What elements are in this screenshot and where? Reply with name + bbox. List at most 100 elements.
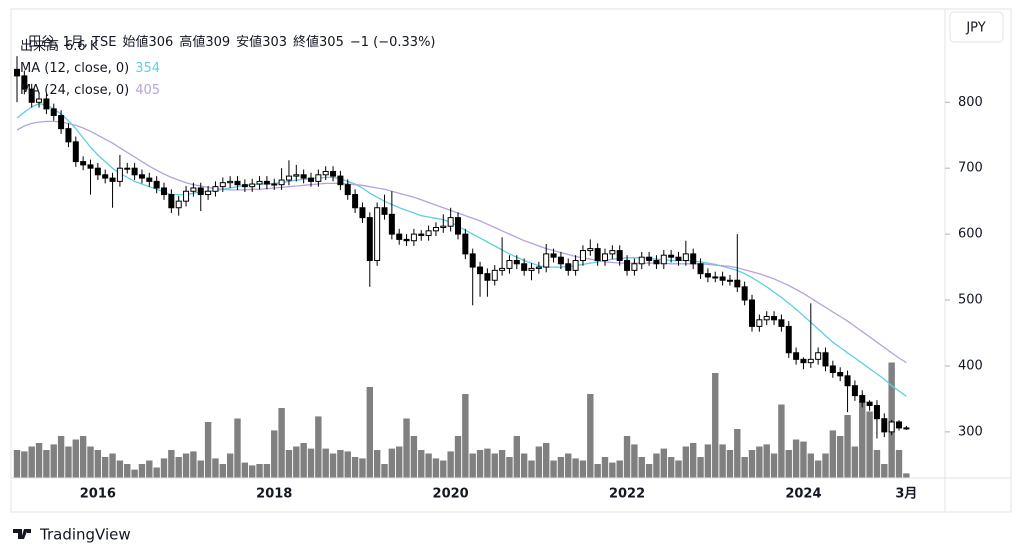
volume-bar (219, 464, 226, 478)
candle-body (484, 273, 491, 281)
candle-body (183, 190, 190, 202)
candle-body (43, 98, 50, 110)
candle-body (624, 259, 631, 271)
ma12-name: MA (12, close, 0) (20, 61, 130, 76)
volume-value: 6.6 K (65, 39, 99, 54)
candle-body (285, 175, 292, 181)
candle-body (756, 319, 763, 327)
candle-body (300, 174, 307, 179)
candle-body (278, 179, 285, 186)
volume-bar (359, 458, 366, 478)
candle-body (550, 253, 557, 258)
volume-bar (609, 462, 616, 478)
candle-body (829, 365, 836, 374)
candle-body (396, 233, 403, 240)
volume-bar (756, 446, 763, 478)
volume-bar (197, 460, 204, 478)
chart-frame (10, 8, 1012, 513)
candle-body (881, 418, 888, 433)
candle-body (785, 325, 792, 354)
volume-bar (146, 460, 153, 478)
candle-body (58, 114, 65, 130)
volume-bar (351, 457, 359, 478)
volume-bar (734, 429, 741, 478)
candle-body (726, 279, 733, 282)
volume-bar (293, 446, 300, 478)
symbol-title: 田谷, 1月, TSE (28, 35, 117, 50)
volume-bar (579, 460, 587, 478)
volume-bar (138, 464, 146, 478)
volume-bar (35, 443, 43, 478)
volume-bar (226, 453, 234, 478)
ma12-value: 354 (135, 61, 161, 76)
volume-bar (462, 394, 469, 478)
candle-body (388, 213, 395, 235)
candle-body (815, 352, 822, 360)
volume-bar (645, 464, 653, 478)
candle-body (749, 299, 755, 327)
volume-bar (587, 394, 594, 478)
candle-body (704, 273, 711, 278)
candle-body (381, 207, 388, 215)
candle-body (793, 352, 800, 360)
close-value: 305 (319, 35, 344, 50)
ma24-value: 405 (135, 83, 161, 98)
candle-body (557, 256, 564, 265)
candle-body (462, 233, 469, 255)
volume-bar (881, 464, 888, 478)
candle-body (697, 263, 704, 275)
candle-body (477, 266, 484, 275)
candle-body (190, 187, 197, 192)
candle-body (521, 263, 528, 271)
volume-bar (873, 450, 881, 478)
volume-bar (204, 422, 212, 478)
high-label: 高値 (179, 35, 206, 50)
volume-bar (160, 458, 168, 478)
ma12-row: MA (12, close, 0) 354 (20, 60, 166, 78)
candle-body (131, 167, 138, 176)
volume-bar (675, 460, 682, 478)
volume-bar (682, 446, 690, 478)
volume-bar (65, 446, 72, 478)
volume-bar (535, 446, 543, 478)
candle-body (528, 267, 535, 271)
candle-body (675, 256, 682, 261)
volume-bar (844, 415, 851, 478)
candle-body (447, 217, 454, 227)
volume-bar (249, 465, 256, 478)
volume-bar (748, 450, 756, 478)
candle-body (807, 358, 814, 364)
volume-bar (469, 453, 476, 478)
volume-bar (432, 458, 440, 478)
volume-bar (543, 443, 550, 478)
candle-body (308, 177, 314, 182)
volume-bar (704, 444, 712, 478)
volume-bar (322, 448, 329, 478)
candle-body (50, 108, 57, 116)
volume-bar (572, 458, 579, 478)
volume-bar (175, 457, 182, 478)
candle-body (660, 254, 667, 265)
candle-body (800, 358, 807, 364)
x-tick-label: 2016 (80, 487, 116, 502)
volume-bar (87, 446, 94, 478)
volume-bar (513, 436, 520, 478)
volume-bar (785, 450, 792, 478)
candle-body (844, 375, 851, 387)
candle-body (888, 421, 895, 433)
volume-bar (410, 436, 418, 478)
volume-bar (484, 448, 491, 478)
candle-body (594, 248, 601, 261)
candle-body (263, 180, 270, 185)
candle-body (778, 319, 785, 327)
volume-bar (565, 453, 572, 478)
currency-button[interactable] (949, 11, 1004, 43)
header-row: 田谷, 1月, TSE 始値306 高値309 安値303 終値305 −1 (−0.33… (20, 16, 442, 52)
volume-bar (337, 450, 344, 478)
volume-bar (329, 453, 337, 478)
candle-body (249, 183, 256, 188)
volume-bar (506, 457, 513, 478)
candle-body (359, 207, 366, 219)
currency[interactable]: JPY (965, 21, 985, 36)
